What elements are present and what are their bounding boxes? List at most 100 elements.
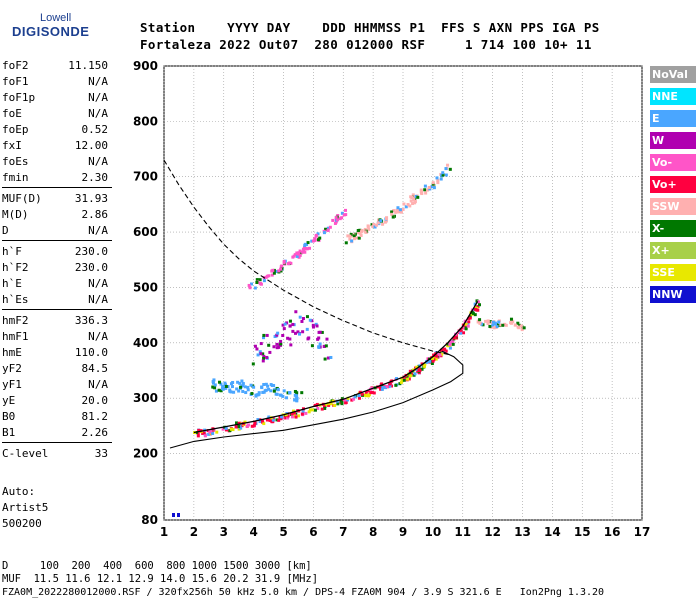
echo-point xyxy=(462,331,466,335)
echo-point xyxy=(303,250,307,254)
echo-point xyxy=(357,231,361,235)
param-label: B0 xyxy=(2,410,16,423)
param-row: B0 81.2 xyxy=(2,409,108,425)
echo-point xyxy=(310,239,314,243)
echo-point xyxy=(411,193,415,197)
echo-point xyxy=(488,320,492,324)
echo-point xyxy=(318,342,322,346)
echo-point xyxy=(286,336,290,340)
echo-point xyxy=(480,322,484,326)
x-tick-label: 4 xyxy=(249,525,257,539)
echo-point xyxy=(279,342,283,346)
echo-point xyxy=(359,234,363,238)
echo-point xyxy=(318,236,322,240)
electron-density-profile xyxy=(169,350,464,449)
echo-point xyxy=(402,378,406,382)
param-row: foE N/A xyxy=(2,106,108,122)
echo-point xyxy=(436,178,440,182)
echo-point xyxy=(406,377,410,381)
echo-point xyxy=(285,396,289,400)
echo-point xyxy=(300,319,304,323)
echo-point xyxy=(495,325,499,329)
param-value: 230.0 xyxy=(74,245,108,258)
echo-point xyxy=(235,387,239,391)
echo-point xyxy=(214,389,218,393)
echo-point xyxy=(275,342,279,346)
echo-point xyxy=(219,382,223,386)
echo-point xyxy=(197,428,201,432)
echo-point xyxy=(340,397,344,401)
echo-point xyxy=(310,408,314,412)
auto-block: Auto: Artist5 500200 xyxy=(2,484,48,532)
echo-point xyxy=(292,254,296,258)
echo-point xyxy=(221,427,225,431)
echo-point xyxy=(288,319,292,323)
echo-point xyxy=(451,339,455,343)
echo-point xyxy=(290,412,294,416)
echo-point xyxy=(424,191,428,195)
x-tick-label: 13 xyxy=(514,525,531,539)
echo-point xyxy=(390,212,394,216)
echo-point xyxy=(267,274,271,278)
echo-point xyxy=(441,173,445,177)
echo-point xyxy=(298,253,302,257)
echo-point xyxy=(509,317,513,321)
echo-point xyxy=(402,202,406,206)
echo-point xyxy=(522,326,526,330)
param-separator xyxy=(2,309,112,310)
y-tick-label: 700 xyxy=(133,170,158,184)
echo-point xyxy=(235,421,239,425)
echo-point xyxy=(520,328,524,332)
param-value: 11.150 xyxy=(68,59,108,72)
echo-point xyxy=(256,418,260,422)
echo-point xyxy=(224,426,228,430)
echo-point xyxy=(370,391,374,395)
profile-lines xyxy=(163,159,479,449)
echo-point xyxy=(239,426,243,430)
param-value: N/A xyxy=(88,293,108,306)
echo-point xyxy=(262,390,266,394)
echo-point xyxy=(283,322,287,326)
echo-point xyxy=(219,389,223,393)
x-tick-label: 15 xyxy=(574,525,591,539)
echo-point xyxy=(394,210,398,214)
x-tick-label: 17 xyxy=(634,525,651,539)
echo-point xyxy=(256,353,260,357)
echo-point xyxy=(259,342,263,346)
param-row: B1 2.26 xyxy=(2,425,108,441)
echo-point xyxy=(435,176,439,180)
echo-point xyxy=(243,385,247,389)
echo-point xyxy=(427,185,431,189)
param-row: foEp 0.52 xyxy=(2,122,108,138)
echo-point xyxy=(244,391,248,395)
echo-point xyxy=(499,323,503,327)
x-tick-label: 7 xyxy=(339,525,347,539)
echo-point xyxy=(294,415,298,419)
echo-point xyxy=(488,324,492,328)
echo-point xyxy=(196,432,200,436)
echo-point xyxy=(293,398,297,402)
legend-item: SSE xyxy=(650,264,696,281)
echo-point xyxy=(354,236,358,240)
x-tick-label: 6 xyxy=(309,525,317,539)
echo-point xyxy=(473,307,477,311)
echo-point xyxy=(217,388,221,392)
echo-point xyxy=(271,418,275,422)
echo-point xyxy=(443,348,447,352)
echo-point xyxy=(313,408,317,412)
param-label: h`F2 xyxy=(2,261,29,274)
param-label: MUF(D) xyxy=(2,192,42,205)
echo-point xyxy=(467,316,471,320)
echo-point xyxy=(231,428,235,432)
param-value: 2.86 xyxy=(81,208,109,221)
echo-point xyxy=(412,196,416,200)
param-label: yE xyxy=(2,394,16,407)
echo-point xyxy=(251,362,255,366)
echo-point xyxy=(413,372,417,376)
echo-point xyxy=(203,434,207,438)
footer-file-info: FZA0M_2022280012000.RSF / 320fx256h 50 k… xyxy=(2,587,605,598)
echo-point xyxy=(307,410,311,414)
echo-point xyxy=(326,356,330,360)
echo-point xyxy=(430,185,434,189)
param-row: foF1p N/A xyxy=(2,90,108,106)
